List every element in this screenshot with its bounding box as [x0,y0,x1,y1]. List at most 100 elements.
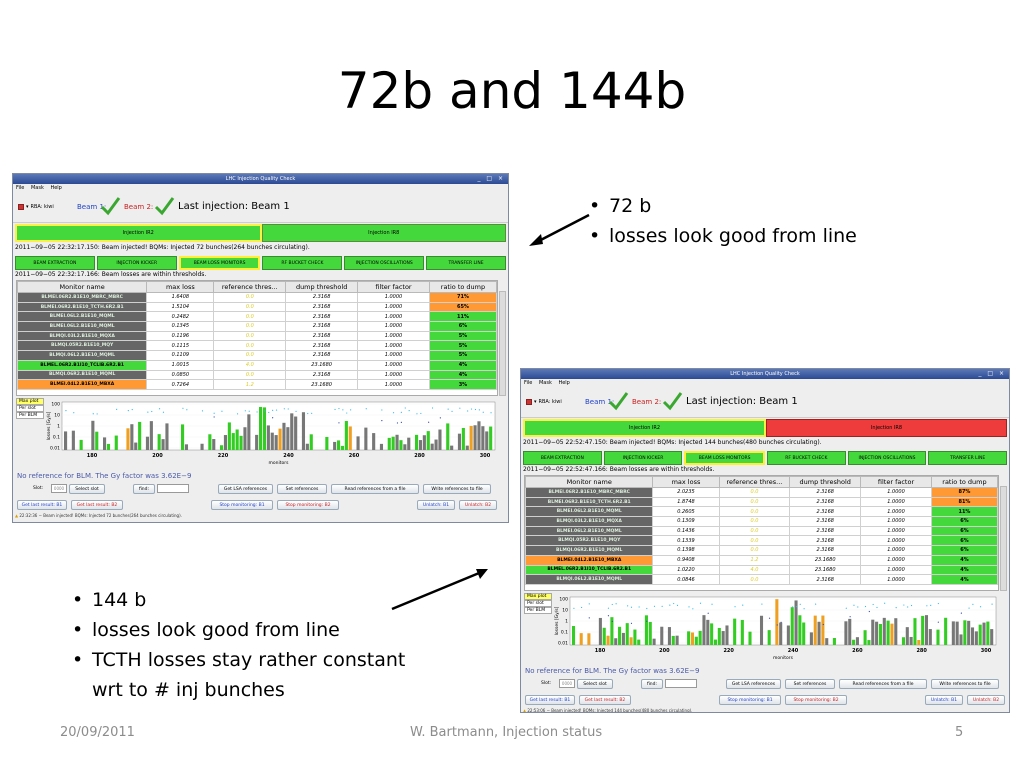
tab-beam-extraction[interactable]: BEAM EXTRACTION [15,256,95,270]
injection-ir2-button[interactable]: Injection IR2 [523,419,766,437]
col-filter-factor[interactable]: filter factor [860,476,932,488]
tab-injection-oscillations[interactable]: INJECTION OSCILLATIONS [344,256,425,270]
menu-file[interactable]: File [524,380,533,386]
tab-beam-loss-monitors[interactable]: BEAM LOSS MONITORS [178,256,261,270]
table-row[interactable]: BLMQI.06R2.B1E10_MQML 0.0850 0.0 2.3168 1.00… [17,369,497,381]
unlatch-b1-button[interactable]: Unlatch: B1 [417,500,455,510]
tab-beam-loss-monitors[interactable]: BEAM LOSS MONITORS [684,451,766,465]
table-row[interactable]: BLMEI.04L2.B1E10_MBXA 0.7264 1.2 23.1680 1.0… [17,379,497,390]
menu-help[interactable]: Help [50,185,62,191]
table-row[interactable]: BLMEI.06L2.B1E10_MQML 0.1345 0.0 2.3168 1.00… [17,321,497,332]
select-slot-button[interactable]: Select slot [69,484,105,494]
slot-input[interactable]: 0000 [559,679,575,688]
table-row[interactable]: BLMQI.05R2.B1E10_MQY 0.1339 0.0 2.3168 1.000… [525,535,998,547]
table-row[interactable]: BLMEL.06R2.B1I10_TCLIB.6R2.B1 1.0015 4.0 23… [17,359,497,371]
col-ratio-to-dump[interactable]: ratio to dump [428,281,497,293]
col-filter-factor[interactable]: filter factor [357,281,430,293]
menu-mask[interactable]: Mask [538,380,552,386]
set-references-button[interactable]: Set references [785,679,835,689]
find-input[interactable] [665,679,697,688]
menu-mask[interactable]: Mask [30,185,44,191]
table-row[interactable]: BLMQI.03L2.B1E10_MQXA 0.1196 0.0 2.3168 1.00… [17,330,497,342]
stop-monitoring-b1-button[interactable]: Stop monitoring: B1 [719,695,781,705]
find-button[interactable]: find: [133,484,155,494]
tab-rf-bucket-check[interactable]: RF BUCKET CHECK [262,256,343,270]
plot-mode-per-slot[interactable]: Per slot [524,600,552,607]
col-reference-threshold[interactable]: reference thres... [718,476,791,488]
table-row[interactable]: BLMQI.05R2.B1E10_MQY 0.1115 0.0 2.3168 1.000… [17,340,497,352]
injection-ir8-button[interactable]: Injection IR8 [261,224,506,242]
set-references-button[interactable]: Set references [277,484,327,494]
table-row[interactable]: BLMEI.04L2.B1E10_MBXA 0.9408 1.2 23.1680 1.0… [525,554,998,566]
select-slot-button[interactable]: Select slot [577,679,613,689]
window-titlebar[interactable]: LHC Injection Quality Check _ □ × [521,369,1009,379]
col-reference-threshold[interactable]: reference thres... [213,281,287,293]
get-last-result-b1-button[interactable]: Get last result: B1 [17,500,67,510]
col-dump-threshold[interactable]: dump threshold [789,476,862,488]
find-input[interactable] [157,484,189,493]
table-row[interactable]: BLMEI.06L2.B1E10_MQML 0.1436 0.0 2.3168 1.00… [525,525,998,537]
table-row[interactable]: BLMEI.06L2.B1E10_MQML 0.2605 0.0 2.3168 1.00… [525,506,998,518]
window-controls[interactable]: _ □ × [477,175,505,182]
read-references-button[interactable]: Read references from a file [331,484,419,494]
menu-help[interactable]: Help [558,380,570,386]
window-controls[interactable]: _ □ × [978,370,1006,377]
last-injection-label: Last injection: Beam 1 [178,201,290,212]
plot-mode-per-blm[interactable]: Per BLM [16,412,44,419]
tab-injection-kicker[interactable]: INJECTION KICKER [96,256,177,270]
stop-monitoring-b2-button[interactable]: Stop monitoring: B2 [277,500,339,510]
loss-bar [671,635,675,645]
stop-monitoring-b1-button[interactable]: Stop monitoring: B1 [211,500,273,510]
col-max-loss[interactable]: max loss [146,281,215,293]
unlatch-b1-button[interactable]: Unlatch: B1 [925,695,963,705]
get-last-result-b1-button[interactable]: Get last result: B1 [525,695,575,705]
plot-mode-per-blm[interactable]: Per BLM [524,607,552,614]
col-ratio-to-dump[interactable]: ratio to dump [930,476,998,488]
table-row[interactable]: BLMEI.06R2.B1E10_TCTH.6R2.B1 1.8748 0.0 2.3… [525,496,998,508]
table-row[interactable]: BLMEI.06R2.B1E10_TCTH.6R2.B1 1.5104 0.0 2.3… [17,301,497,313]
table-row[interactable]: BLMQI.06L2.B1E10_MQML 0.0846 0.0 2.3168 1.00… [525,574,998,585]
monitor-name-cell: BLMQI.03L2.B1E10_MQXA [525,516,654,527]
tab-beam-extraction[interactable]: BEAM EXTRACTION [523,451,602,465]
unlatch-b2-button[interactable]: Unlatch: B2 [967,695,1005,705]
get-lsa-references-button[interactable]: Get LSA references [218,484,273,494]
slot-input[interactable]: 0000 [51,484,67,493]
plot-mode-max[interactable]: Max plot [16,398,44,405]
table-row[interactable]: BLMQI.03L2.B1E10_MQXA 0.1309 0.0 2.3168 1.00… [525,516,998,527]
tab-injection-oscillations[interactable]: INJECTION OSCILLATIONS [847,451,927,465]
table-scrollbar[interactable] [499,291,506,396]
plot-mode-per-slot[interactable]: Per slot [16,405,44,412]
read-references-button[interactable]: Read references from a file [839,679,927,689]
col-monitor-name[interactable]: Monitor name [17,281,148,293]
find-button[interactable]: find: [641,679,663,689]
beam2-label: Beam 2: [632,398,662,406]
rba-user[interactable]: ▾ RBA: kiwi [526,399,562,405]
table-row[interactable]: BLMEL.06R2.B1I10_TCLIB.6R2.B1 1.0220 4.0 23… [525,564,998,576]
tab-transfer-line[interactable]: TRANSFER LINE [928,451,1008,465]
write-references-button[interactable]: Write references to file [931,679,999,689]
table-row[interactable]: BLMEI.06R2.B1E10_MBRC_MBRC 2.0235 0.0 2.316… [525,487,998,498]
col-monitor-name[interactable]: Monitor name [525,476,654,488]
injection-ir8-button[interactable]: Injection IR8 [766,419,1007,437]
rba-user[interactable]: ▾ RBA: kiwi [18,204,54,210]
menu-file[interactable]: File [16,185,25,191]
tab-rf-bucket-check[interactable]: RF BUCKET CHECK [767,451,846,465]
get-last-result-b2-button[interactable]: Get last result: B2 [579,695,631,705]
table-row[interactable]: BLMEI.06L2.B1E10_MQML 0.2482 0.0 2.3168 1.00… [17,311,497,323]
tab-injection-kicker[interactable]: INJECTION KICKER [603,451,683,465]
unlatch-b2-button[interactable]: Unlatch: B2 [459,500,497,510]
plot-mode-max[interactable]: Max plot [524,593,552,600]
injection-ir2-button[interactable]: Injection IR2 [15,224,262,242]
col-dump-threshold[interactable]: dump threshold [285,281,359,293]
table-row[interactable]: BLMQI.06R2.B1E10_MQML 0.1398 0.0 2.3168 1.00… [525,545,998,556]
tab-transfer-line[interactable]: TRANSFER LINE [426,256,506,270]
write-references-button[interactable]: Write references to file [423,484,491,494]
table-scrollbar[interactable] [1000,486,1007,591]
window-titlebar[interactable]: LHC Injection Quality Check _ □ × [13,174,508,184]
stop-monitoring-b2-button[interactable]: Stop monitoring: B2 [785,695,847,705]
table-row[interactable]: BLMEI.06R2.B1E10_MBRC_MBRC 1.6408 0.0 2.316… [17,292,497,303]
table-row[interactable]: BLMQI.06L2.B1E10_MQML 0.1109 0.0 2.3168 1.00… [17,350,497,361]
get-lsa-references-button[interactable]: Get LSA references [726,679,781,689]
col-max-loss[interactable]: max loss [652,476,720,488]
get-last-result-b2-button[interactable]: Get last result: B2 [71,500,123,510]
